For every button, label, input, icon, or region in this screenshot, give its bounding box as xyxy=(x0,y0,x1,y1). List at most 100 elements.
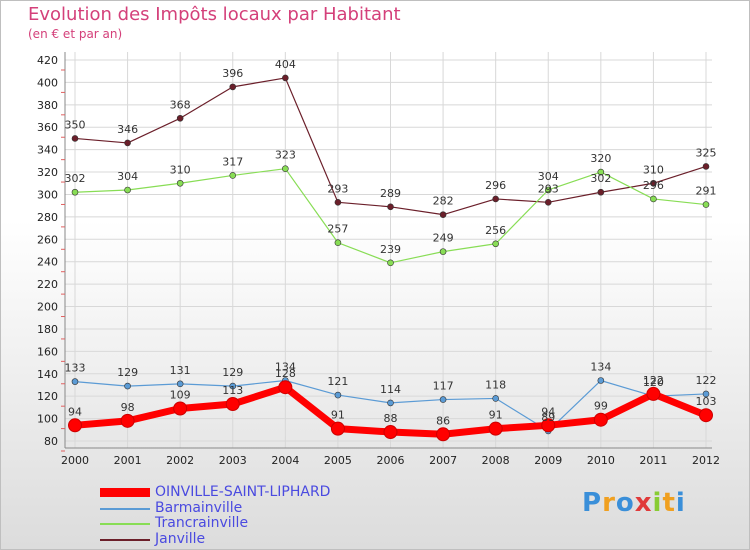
data-point-barmainville xyxy=(597,377,605,384)
data-point-oinville xyxy=(330,421,345,436)
data-label-barmainville: 118 xyxy=(485,378,506,391)
y-tick-label: 200 xyxy=(37,301,58,314)
data-point-oinville xyxy=(436,427,451,442)
legend-swatch-oinville xyxy=(100,488,150,497)
data-label-trancrainville: 310 xyxy=(170,163,191,176)
data-label-oinville: 91 xyxy=(489,409,503,422)
x-tick-label: 2004 xyxy=(271,454,299,467)
data-label-oinville: 99 xyxy=(594,400,608,413)
series-lines xyxy=(68,74,713,442)
data-label-trancrainville: 239 xyxy=(380,243,401,256)
data-point-janville xyxy=(176,114,184,122)
data-label-trancrainville: 302 xyxy=(65,172,86,185)
data-point-barmainville xyxy=(71,378,79,385)
y-tick-label: 140 xyxy=(37,368,58,381)
data-label-oinville: 88 xyxy=(384,412,398,425)
y-tick-label: 260 xyxy=(37,233,58,246)
data-label-oinville: 94 xyxy=(541,405,555,418)
data-label-barmainville: 134 xyxy=(275,360,296,373)
y-tick-label: 240 xyxy=(37,256,58,269)
data-point-oinville xyxy=(383,425,398,440)
data-point-trancrainville xyxy=(124,186,131,194)
x-tick-label: 2007 xyxy=(429,454,457,467)
data-point-trancrainville xyxy=(387,259,394,267)
data-point-barmainville xyxy=(124,382,131,390)
data-point-oinville xyxy=(593,412,608,427)
data-point-trancrainville xyxy=(544,186,552,194)
data-point-barmainville xyxy=(702,390,710,398)
x-tick-label: 2006 xyxy=(377,454,405,467)
data-point-trancrainville xyxy=(176,179,184,187)
y-tick-label: 100 xyxy=(37,413,58,426)
x-tick-label: 2003 xyxy=(219,454,247,467)
data-point-barmainville xyxy=(492,395,499,402)
data-label-oinville: 113 xyxy=(222,384,243,397)
logo-letter: i xyxy=(652,488,663,518)
data-label-barmainville: 114 xyxy=(380,383,401,396)
data-label-oinville: 109 xyxy=(170,389,191,402)
data-label-barmainville: 131 xyxy=(170,364,191,377)
x-tick-label: 2000 xyxy=(61,454,89,467)
data-point-janville xyxy=(334,199,342,206)
data-point-janville xyxy=(387,203,394,211)
y-tick-label: 180 xyxy=(37,323,58,336)
data-label-trancrainville: 317 xyxy=(222,155,243,168)
data-point-oinville xyxy=(541,418,556,433)
data-label-janville: 289 xyxy=(380,187,401,200)
y-tick-label: 300 xyxy=(37,188,58,201)
data-label-barmainville: 89 xyxy=(541,411,555,424)
x-tick-label: 2011 xyxy=(639,454,667,467)
legend-swatch-barmainville xyxy=(100,507,150,510)
data-point-barmainville xyxy=(229,382,237,390)
data-label-trancrainville: 257 xyxy=(327,223,348,236)
data-point-janville xyxy=(439,211,447,218)
data-point-barmainville xyxy=(387,399,394,407)
logo-letter: P xyxy=(582,488,603,518)
y-tick-label: 340 xyxy=(37,144,58,157)
data-label-oinville: 94 xyxy=(68,405,82,418)
y-tick-label: 280 xyxy=(37,211,58,224)
x-tick-label: 2008 xyxy=(482,454,510,467)
data-label-barmainville: 134 xyxy=(590,360,611,373)
data-label-oinville: 103 xyxy=(696,395,717,408)
data-label-oinville: 98 xyxy=(121,401,135,414)
data-label-oinville: 128 xyxy=(275,367,296,380)
data-label-trancrainville: 320 xyxy=(590,152,611,165)
data-point-trancrainville xyxy=(71,188,79,196)
data-label-janville: 396 xyxy=(222,67,243,80)
data-point-oinville xyxy=(225,397,240,412)
data-point-trancrainville xyxy=(597,168,605,176)
data-point-oinville xyxy=(488,421,503,436)
data-point-barmainville xyxy=(176,380,184,388)
data-point-janville xyxy=(650,179,657,187)
data-point-trancrainville xyxy=(229,172,237,179)
y-tick-label: 220 xyxy=(37,278,58,291)
data-point-trancrainville xyxy=(492,240,499,248)
x-tick-label: 2005 xyxy=(324,454,352,467)
y-tick-label: 120 xyxy=(37,390,58,403)
data-label-janville: 346 xyxy=(117,123,138,136)
data-point-trancrainville xyxy=(282,165,289,172)
proxiti-logo: Proxiti xyxy=(582,488,686,518)
data-label-barmainville: 120 xyxy=(643,376,664,389)
chart-subtitle: (en € et par an) xyxy=(28,27,123,41)
axes: 80 100 120 140 160 180 200 220 240 260 280 300 320 34… xyxy=(37,52,720,467)
logo-letter: o xyxy=(615,488,635,518)
data-point-oinville xyxy=(646,386,661,401)
data-label-oinville: 86 xyxy=(436,414,450,427)
data-label-janville: 296 xyxy=(485,179,506,192)
x-tick-label: 2002 xyxy=(166,454,194,467)
y-tick-label: 80 xyxy=(44,435,58,448)
data-point-oinville xyxy=(699,408,713,423)
data-label-janville: 325 xyxy=(696,146,717,159)
legend-label: Janville xyxy=(155,530,206,547)
data-label-janville: 404 xyxy=(275,58,296,71)
data-point-oinville xyxy=(68,418,82,433)
data-point-trancrainville xyxy=(439,248,447,255)
data-label-barmainville: 122 xyxy=(696,374,717,387)
legend-swatch-trancrainville xyxy=(100,523,150,525)
x-tick-label: 2001 xyxy=(114,454,142,467)
data-label-barmainville: 129 xyxy=(222,366,243,379)
grid xyxy=(65,52,712,448)
data-label-janville: 368 xyxy=(170,98,191,111)
